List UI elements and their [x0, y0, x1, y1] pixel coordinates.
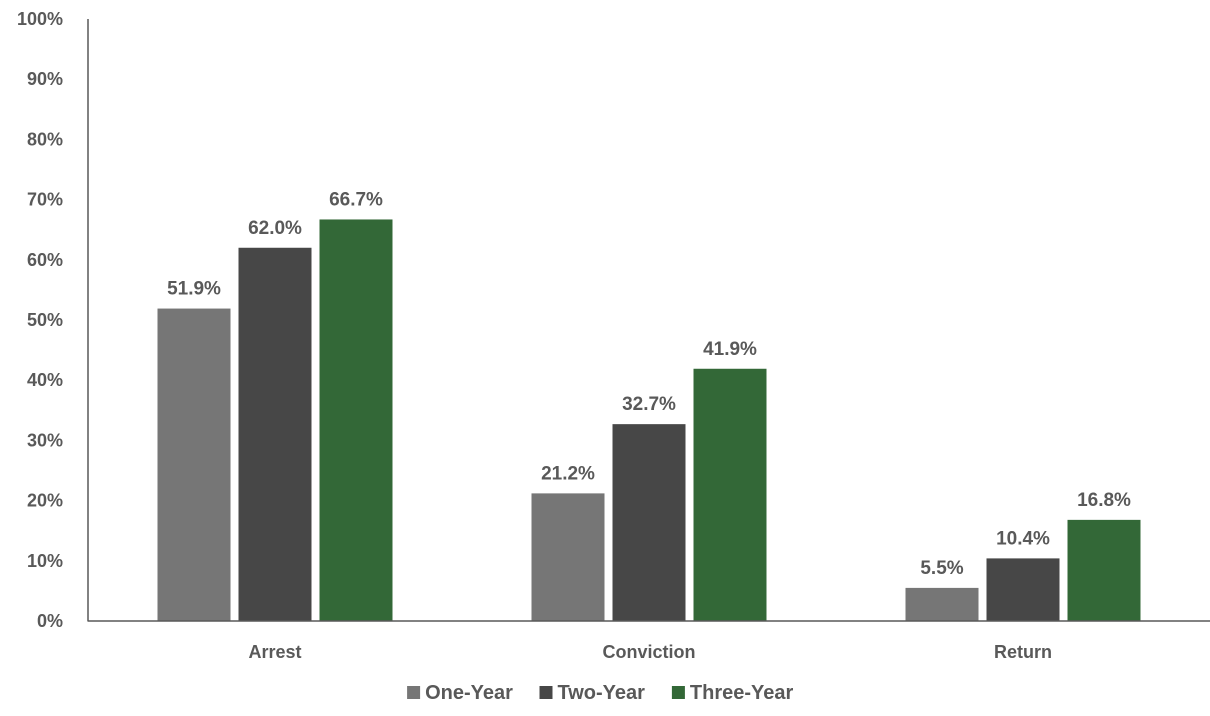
data-label: 32.7%: [622, 394, 676, 415]
bar-one-year-arrest: [157, 308, 231, 621]
category-labels: Arrest Conviction Return: [248, 642, 1052, 662]
legend-swatch-three-year: [671, 686, 685, 699]
legend-swatch-one-year: [407, 686, 421, 699]
y-tick-label: 40%: [27, 370, 63, 390]
bar-two-year-conviction: [612, 424, 686, 621]
category-label: Return: [994, 642, 1052, 662]
y-tick-label: 80%: [27, 129, 63, 149]
y-tick-label: 90%: [27, 69, 63, 89]
legend-label: Two-Year: [558, 682, 646, 704]
y-tick-label: 10%: [27, 551, 63, 571]
data-labels: 51.9% 62.0% 66.7% 21.2% 32.7% 41.9% 5.5% 10.4% 1…: [167, 189, 1131, 578]
legend-label: Three-Year: [690, 682, 794, 704]
data-label: 51.9%: [167, 279, 221, 300]
axes: [87, 19, 1210, 622]
data-label: 16.8%: [1077, 490, 1131, 511]
y-tick-label: 70%: [27, 190, 63, 210]
bars: [157, 219, 1141, 621]
data-label: 21.2%: [541, 463, 595, 484]
bar-two-year-return: [986, 558, 1060, 621]
legend: One-Year Two-Year Three-Year: [407, 682, 794, 704]
bar-three-year-arrest: [319, 219, 393, 621]
bar-one-year-conviction: [531, 493, 605, 621]
data-label: 5.5%: [920, 558, 963, 579]
data-label: 66.7%: [329, 189, 383, 210]
y-tick-label: 60%: [27, 250, 63, 270]
y-tick-label: 100%: [17, 9, 63, 29]
y-tick-label: 0%: [37, 611, 63, 631]
y-tick-label: 20%: [27, 491, 63, 511]
bar-two-year-arrest: [238, 247, 312, 621]
bar-one-year-return: [905, 587, 979, 621]
y-tick-label: 50%: [27, 310, 63, 330]
y-axis-ticks: 0% 10% 20% 30% 40% 50% 60% 70% 80% 90% 100%: [17, 9, 63, 631]
category-label: Conviction: [603, 642, 696, 662]
category-label: Arrest: [248, 642, 301, 662]
bar-three-year-return: [1067, 519, 1141, 621]
bar-three-year-conviction: [693, 368, 767, 621]
y-tick-label: 30%: [27, 430, 63, 450]
legend-label: One-Year: [425, 682, 513, 704]
data-label: 41.9%: [703, 339, 757, 360]
legend-swatch-two-year: [539, 686, 553, 699]
data-label: 62.0%: [248, 218, 302, 239]
data-label: 10.4%: [996, 528, 1050, 549]
